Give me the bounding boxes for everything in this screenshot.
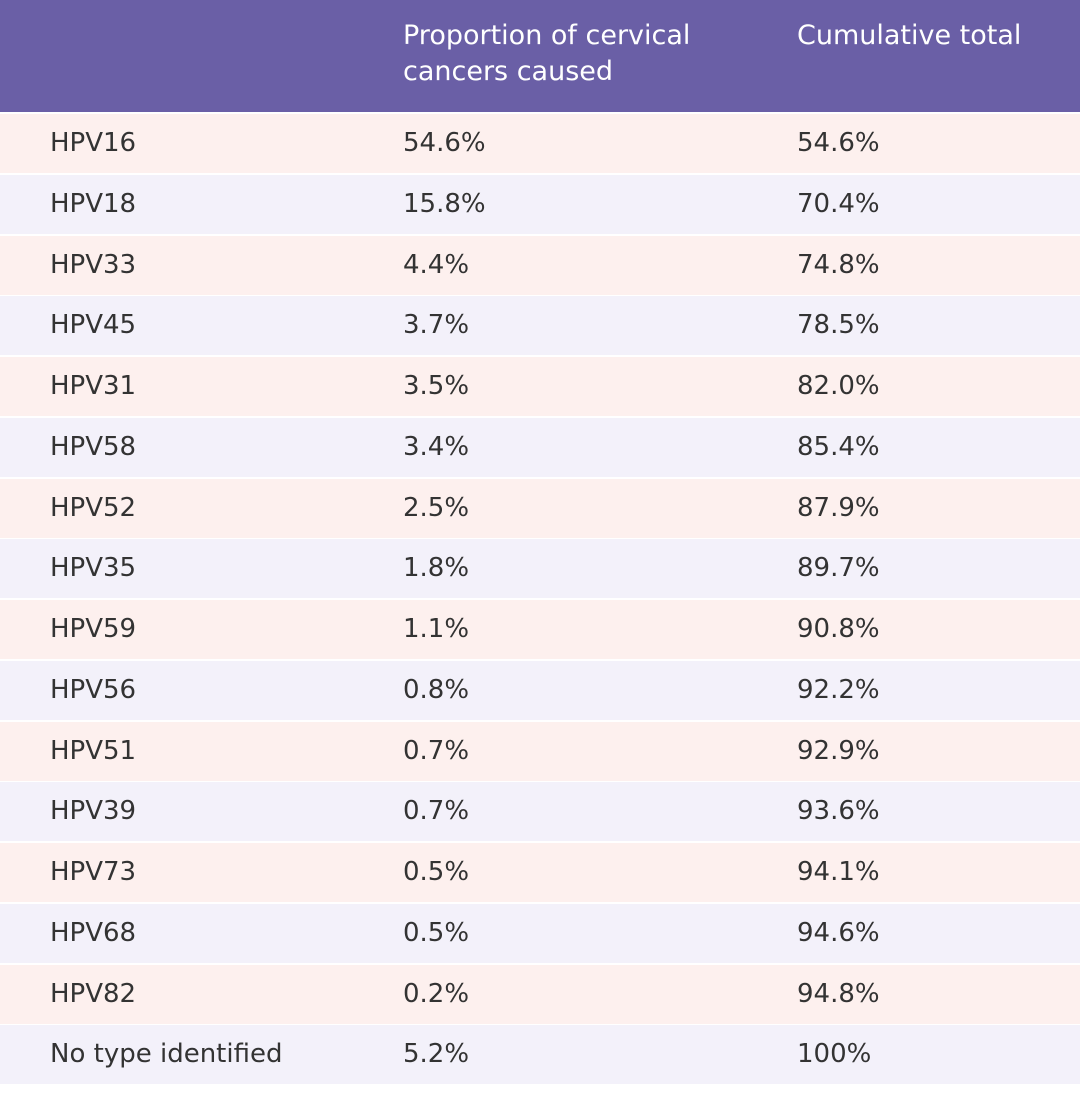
header-cell: Cumulative total <box>797 20 1022 51</box>
proportion: 0.5% <box>403 917 470 948</box>
hpv-type: HPV18 <box>50 188 137 219</box>
table-row: HPV35 1.8% 89.7% <box>0 539 1080 599</box>
table-row: HPV56 0.8% 92.2% <box>0 660 1080 720</box>
table-row: HPV39 0.7% 93.6% <box>0 782 1080 842</box>
hpv-type: HPV45 <box>50 310 137 341</box>
cumulative: 94.1% <box>797 857 880 887</box>
proportion: 1.1% <box>403 614 470 644</box>
hpv-type: HPV56 <box>50 674 137 705</box>
table-row: HPV45 3.7% 78.5% <box>0 296 1080 356</box>
hpv-type: HPV59 <box>50 614 137 644</box>
proportion: 4.4% <box>403 249 470 280</box>
proportion: 3.5% <box>403 371 470 401</box>
cumulative: 85.4% <box>797 431 880 462</box>
proportion: 15.8% <box>403 188 486 219</box>
hpv-type: HPV51 <box>50 735 137 766</box>
hpv-type: HPV39 <box>50 796 137 827</box>
proportion: 0.2% <box>403 978 470 1009</box>
cumulative: 92.2% <box>797 674 880 705</box>
cumulative: 82.0% <box>797 371 880 401</box>
hpv-type: HPV31 <box>50 371 137 401</box>
table-header: Proportion of cervical cancers caused Cu… <box>0 0 1080 112</box>
table-row: HPV73 0.5% 94.1% <box>0 843 1080 902</box>
table-row: HPV51 0.7% 92.9% <box>0 721 1080 781</box>
cumulative: 70.4% <box>797 188 880 219</box>
hpv-type: HPV33 <box>50 249 137 280</box>
proportion: 2.5% <box>403 492 470 523</box>
table-row: HPV16 54.6% 54.6% <box>0 114 1080 173</box>
cumulative: 92.9% <box>797 735 880 766</box>
hpv-type: HPV68 <box>50 917 137 948</box>
proportion: 3.7% <box>403 310 470 341</box>
hpv-type: HPV16 <box>50 128 137 158</box>
header-cell: Proportion of cervical cancers caused <box>403 20 691 87</box>
cumulative: 54.6% <box>797 128 880 158</box>
cumulative: 94.6% <box>797 917 880 948</box>
table-row: HPV33 4.4% 74.8% <box>0 235 1080 295</box>
table-row: HPV18 15.8% 70.4% <box>0 174 1080 234</box>
hpv-type: HPV73 <box>50 857 137 887</box>
cumulative: 93.6% <box>797 796 880 827</box>
cumulative: 74.8% <box>797 249 880 280</box>
proportion: 5.2% <box>403 1039 470 1070</box>
proportion: 0.5% <box>403 857 470 887</box>
table-row: HPV68 0.5% 94.6% <box>0 903 1080 963</box>
cumulative: 78.5% <box>797 310 880 341</box>
proportion: 1.8% <box>403 553 470 584</box>
cumulative: 89.7% <box>797 553 880 584</box>
table-row: HPV52 2.5% 87.9% <box>0 478 1080 538</box>
hpv-type: HPV35 <box>50 553 137 584</box>
hpv-type: HPV58 <box>50 431 137 462</box>
hpv-type: HPV52 <box>50 492 137 523</box>
proportion: 0.8% <box>403 674 470 705</box>
hpv-type: HPV82 <box>50 978 137 1009</box>
cumulative: 87.9% <box>797 492 880 523</box>
proportion: 3.4% <box>403 431 470 462</box>
cumulative: 90.8% <box>797 614 880 644</box>
table-row: HPV59 1.1% 90.8% <box>0 600 1080 659</box>
table-row: HPV82 0.2% 94.8% <box>0 964 1080 1024</box>
proportion: 0.7% <box>403 796 470 827</box>
hpv-type: No type identified <box>50 1039 283 1070</box>
table-row: HPV58 3.4% 85.4% <box>0 417 1080 477</box>
proportion: 54.6% <box>403 128 486 158</box>
table-row: No type identified 5.2% 100% <box>0 1025 1080 1085</box>
table-row: HPV31 3.5% 82.0% <box>0 357 1080 416</box>
cumulative: 94.8% <box>797 978 880 1009</box>
proportion: 0.7% <box>403 735 470 766</box>
cumulative: 100% <box>797 1039 872 1070</box>
